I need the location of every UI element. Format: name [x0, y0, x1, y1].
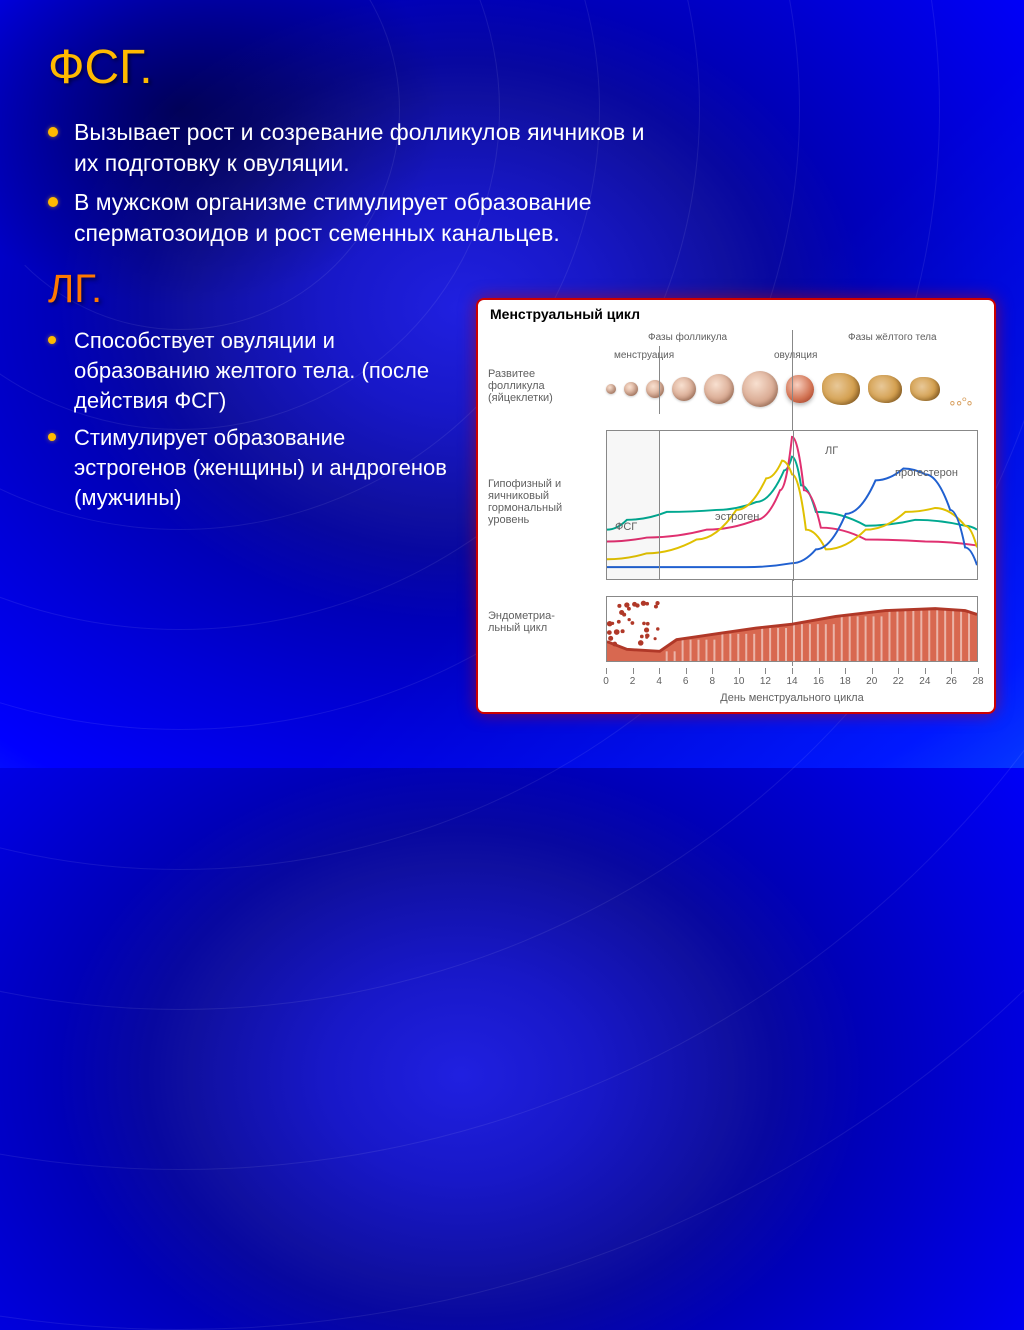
menstruation-band [607, 431, 660, 579]
ovulation-label: овуляция [774, 350, 817, 361]
x-tick: 12 [760, 676, 771, 687]
ovulation-icon [786, 375, 814, 403]
diagram-title: Менструальный цикл [490, 306, 640, 322]
x-tick: 22 [893, 676, 904, 687]
corpus-luteum-icon [910, 377, 940, 401]
x-tick: 2 [630, 676, 636, 687]
x-tick: 8 [710, 676, 716, 687]
x-axis-label: День менструального цикла [606, 692, 978, 704]
x-tick: 28 [972, 676, 983, 687]
follicle-row-label: Развитее фолликула (яйцеклетки) [488, 368, 598, 404]
phase-follicular-label: Фазы фолликула [648, 332, 727, 343]
x-tick: 26 [946, 676, 957, 687]
fsh-bullet: Вызывает рост и созревание фолликулов яи… [48, 117, 668, 179]
hormone-label-lh: ЛГ [825, 445, 838, 457]
menstruation-divider [659, 346, 660, 414]
menstrual-cycle-diagram: Менструальный цикл Фазы фолликула Фазы ж… [476, 298, 996, 714]
hormone-curve-lh [607, 437, 977, 546]
x-tick: 14 [786, 676, 797, 687]
fsh-title: ФСГ. [48, 40, 976, 95]
x-tick: 24 [919, 676, 930, 687]
hormone-chart: ФСГ ЛГ эстроген прогестерон [606, 430, 978, 580]
follicle-icon [672, 377, 696, 401]
x-tick: 10 [733, 676, 744, 687]
hormone-label-progesterone: прогестерон [895, 467, 958, 479]
fsh-bullet: В мужском организме стимулирует образова… [48, 187, 668, 249]
phase-luteal-label: Фазы жёлтого тела [848, 332, 937, 343]
x-tick: 16 [813, 676, 824, 687]
x-tick: 6 [683, 676, 689, 687]
corpus-luteum-icon [822, 373, 860, 405]
x-axis: День менструального цикла 02468101214161… [606, 666, 978, 698]
follicle-icon [742, 371, 778, 407]
x-tick: 18 [840, 676, 851, 687]
follicle-icon [646, 380, 664, 398]
endometrium-chart [606, 596, 978, 662]
hormone-row-label: Гипофизный и яичниковый гормональный уро… [488, 478, 598, 526]
x-tick: 0 [603, 676, 609, 687]
chart-ovulation-line [793, 431, 794, 581]
lh-bullet: Стимулирует образование эстрогенов (женщ… [48, 423, 458, 512]
x-tick: 4 [656, 676, 662, 687]
fsh-bullet-list: Вызывает рост и созревание фолликулов яи… [48, 117, 976, 249]
follicle-icon [606, 384, 616, 394]
corpus-degenerate-icon: ∘∘°∘ [948, 394, 978, 412]
lh-bullet: Способствует овуляции и образованию желт… [48, 326, 458, 415]
corpus-luteum-icon [868, 375, 902, 403]
hormone-label-fsh: ФСГ [615, 521, 637, 533]
menstruation-label: менструация [614, 350, 674, 361]
hormone-label-estrogen: эстроген [715, 511, 759, 523]
x-tick: 20 [866, 676, 877, 687]
follicle-icon [704, 374, 734, 404]
follicle-icon [624, 382, 638, 396]
endometrium-row-label: Эндометриа- льный цикл [488, 610, 598, 634]
